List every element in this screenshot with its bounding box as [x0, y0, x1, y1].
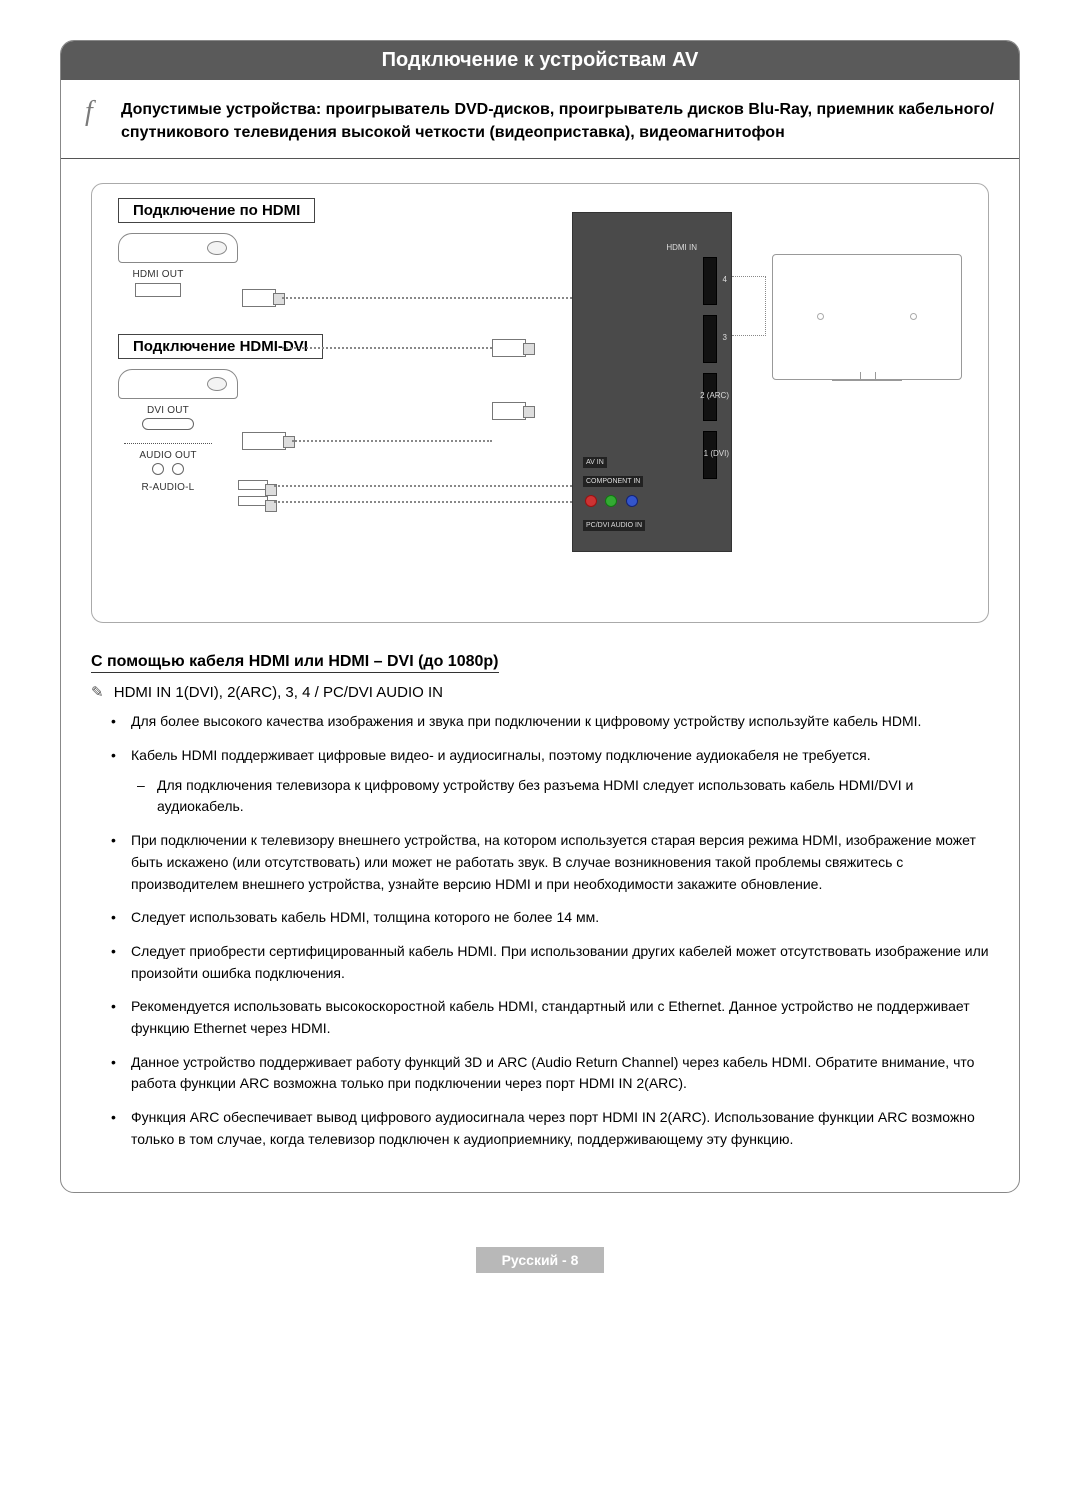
- list-item: Для более высокого качества изображения …: [125, 711, 989, 733]
- section-title: С помощью кабеля HDMI или HDMI – DVI (до…: [91, 653, 989, 671]
- dvi-port-icon: [142, 418, 194, 430]
- audio-plug-icon: [238, 496, 268, 506]
- hdmi-cable: [282, 297, 572, 299]
- component-port-icon: [585, 495, 597, 507]
- content: Подключение по HDMI HDMI OUT Подключение…: [61, 159, 1019, 1192]
- audio-r-port-icon: [152, 463, 164, 475]
- list-item: При подключении к телевизору внешнего ус…: [125, 830, 989, 895]
- hdmi-device-icon: [118, 233, 238, 263]
- hdmi-column: Подключение по HDMI HDMI OUT: [118, 198, 338, 300]
- section-sub-text: HDMI IN 1(DVI), 2(ARC), 3, 4 / PC/DVI AU…: [114, 684, 443, 701]
- tv-rear-panel: HDMI IN 4 3 2 (ARC) 1 (DVI) AV IN COMPON…: [572, 212, 732, 552]
- bullet-list: Для более высокого качества изображения …: [91, 711, 989, 1150]
- port-4-label: 4: [723, 275, 727, 284]
- hdmi-cable-2: [282, 347, 492, 349]
- info-icon: f: [85, 98, 109, 126]
- hdmi-dvi-column: Подключение HDMI-DVI DVI OUT AUDIO OUT R…: [118, 334, 338, 493]
- hdmi-plug-icon: [242, 289, 276, 307]
- list-item: Следует использовать кабель HDMI, толщин…: [125, 907, 989, 929]
- audio-cable: [274, 501, 572, 503]
- header-title: Подключение к устройствам AV: [382, 49, 699, 71]
- component-port-icon: [605, 495, 617, 507]
- tv-stand-icon: [832, 380, 902, 381]
- dvi-out-label: DVI OUT: [118, 405, 218, 416]
- dvi-plug-icon: [242, 432, 286, 450]
- audio-l-port-icon: [172, 463, 184, 475]
- hdmi-label: Подключение по HDMI: [118, 198, 315, 223]
- intro-row: f Допустимые устройства: проигрыватель D…: [61, 80, 1019, 159]
- component-in-label: COMPONENT IN: [583, 476, 643, 487]
- port-3-label: 3: [723, 333, 727, 342]
- list-item: Для подключения телевизора к цифровому у…: [151, 775, 989, 818]
- connection-diagram: Подключение по HDMI HDMI OUT Подключение…: [91, 183, 989, 623]
- hdmi-plug-icon: [492, 339, 526, 357]
- page-header: Подключение к устройствам AV: [60, 41, 1020, 80]
- av-in-label: AV IN: [583, 457, 607, 468]
- audio-out-label: AUDIO OUT: [118, 450, 218, 461]
- hdmi-out-port-icon: [135, 283, 181, 297]
- dvi-device-icon: [118, 369, 238, 399]
- note-icon: ✎: [91, 684, 104, 701]
- panel-hdmi-in-label: HDMI IN: [666, 243, 697, 252]
- list-item: Следует приобрести сертифицированный каб…: [125, 941, 989, 984]
- audio-plug-icon: [238, 480, 268, 490]
- hdmi-port-4: [703, 257, 717, 305]
- list-item: Кабель HDMI поддерживает цифровые видео-…: [125, 745, 989, 818]
- intro-text: Допустимые устройства: проигрыватель DVD…: [121, 98, 995, 144]
- tv-bottom-ports: AV IN COMPONENT IN PC/DVI AUDIO IN: [583, 451, 723, 541]
- page-footer: Русский - 8: [60, 1247, 1020, 1273]
- list-item: Рекомендуется использовать высокоскорост…: [125, 996, 989, 1039]
- component-port-icon: [626, 495, 638, 507]
- page-frame: Подключение к устройствам AV f Допустимы…: [60, 40, 1020, 1193]
- r-audio-l-label: R-AUDIO-L: [118, 482, 218, 493]
- list-item: Данное устройство поддерживает работу фу…: [125, 1052, 989, 1095]
- hdmi-port-3: [703, 315, 717, 363]
- hdmi-out-label: HDMI OUT: [118, 269, 198, 280]
- pcdvi-audio-label: PC/DVI AUDIO IN: [583, 520, 645, 531]
- tv-front-icon: [772, 254, 962, 380]
- sub-list: Для подключения телевизора к цифровому у…: [131, 775, 989, 818]
- tv-link-line: [732, 276, 766, 336]
- hdmi-plug-icon: [492, 402, 526, 420]
- footer-page-label: Русский - 8: [476, 1247, 605, 1273]
- audio-cable: [274, 485, 572, 487]
- section-sub: ✎ HDMI IN 1(DVI), 2(ARC), 3, 4 / PC/DVI …: [91, 683, 989, 701]
- list-item: Функция ARC обеспечивает вывод цифрового…: [125, 1107, 989, 1150]
- port-2-label: 2 (ARC): [700, 391, 729, 400]
- dvi-cable: [292, 440, 492, 442]
